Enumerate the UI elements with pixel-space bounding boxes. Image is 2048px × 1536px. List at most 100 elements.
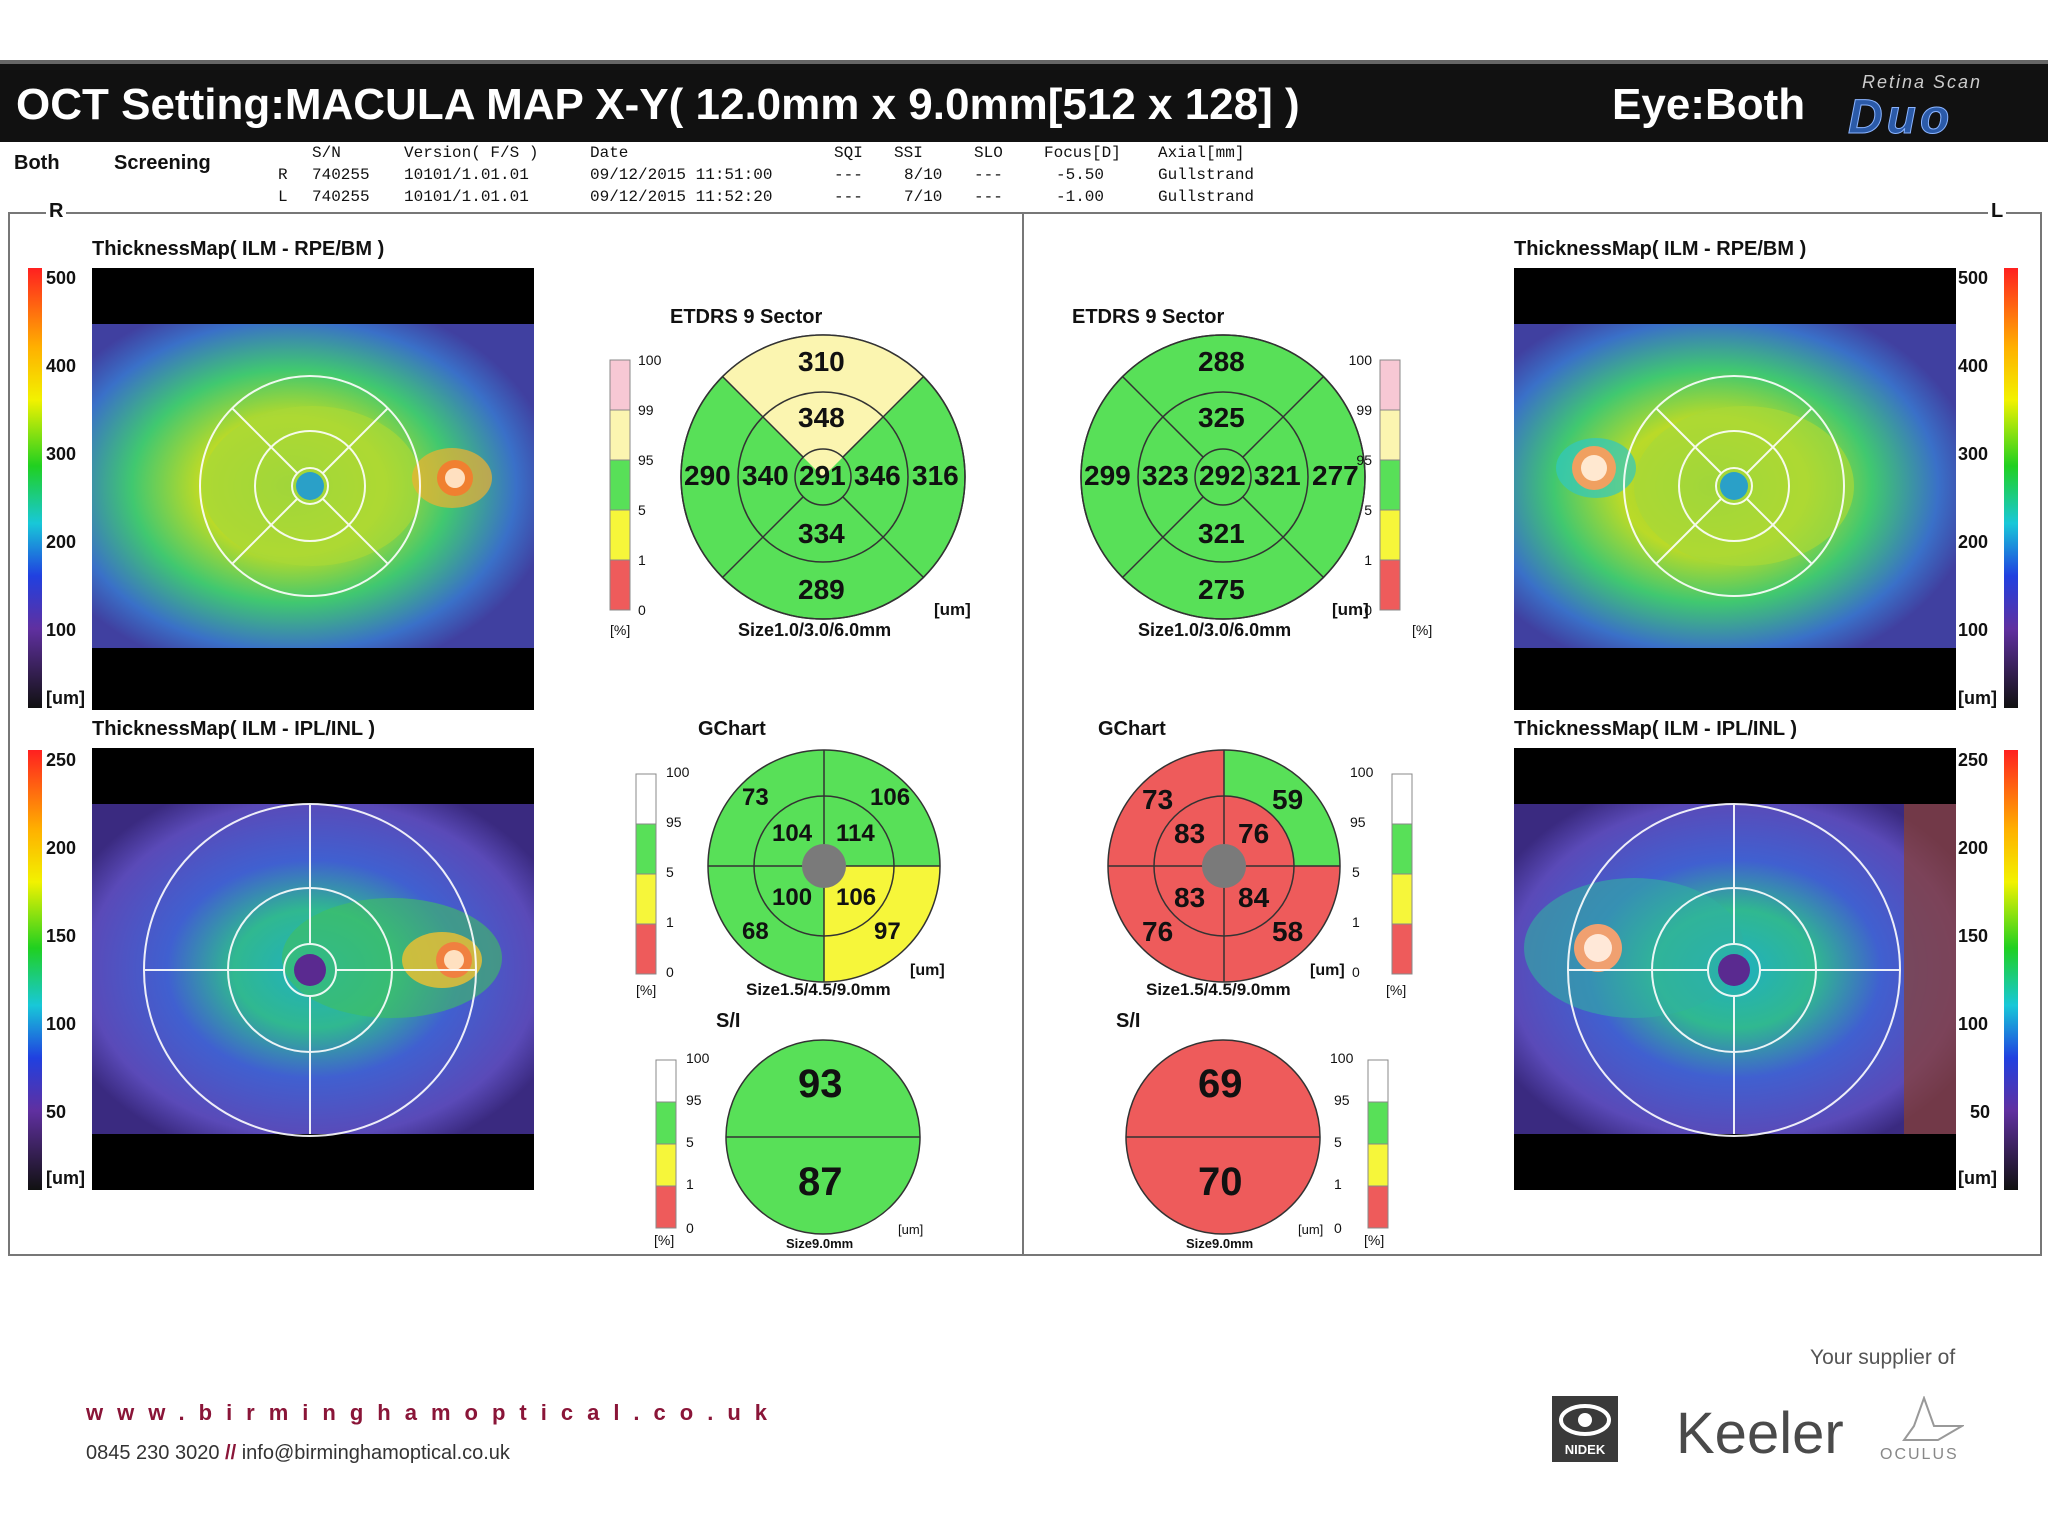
gchart-outer-bl: 76 bbox=[1142, 916, 1174, 947]
scale-tick: 250 bbox=[1958, 750, 1989, 770]
pct-unit: [%] bbox=[1364, 1232, 1385, 1248]
col-axial: Axial[mm] bbox=[1158, 144, 1245, 162]
gchart-outer-tr: 59 bbox=[1272, 784, 1304, 815]
gchart-unit: [um] bbox=[1310, 962, 1345, 979]
percentile-scale-bar bbox=[655, 1059, 677, 1229]
pct-tick: 0 bbox=[686, 1220, 694, 1236]
col-sn: S/N bbox=[312, 144, 341, 162]
col-focus: Focus[D] bbox=[1044, 144, 1121, 162]
etdrs-sup-inner: 325 bbox=[1198, 402, 1245, 433]
row-version: 10101/1.01.01 bbox=[404, 166, 529, 184]
gchart-r bbox=[707, 749, 941, 983]
etdrs-nasal-inner: 321 bbox=[1254, 460, 1301, 491]
center-divider bbox=[1022, 212, 1024, 1256]
scale-unit: [um] bbox=[46, 1168, 85, 1188]
pct-tick: 1 bbox=[638, 552, 646, 568]
pct-unit: [%] bbox=[636, 982, 657, 998]
email-link[interactable]: info@birminghamoptical.co.uk bbox=[241, 1442, 510, 1464]
scale-tick: 200 bbox=[46, 532, 77, 552]
page-title: OCT Setting:MACULA MAP X-Y( 12.0mm x 9.0… bbox=[16, 80, 1300, 129]
pct-tick: 95 bbox=[666, 814, 682, 830]
scale-unit: [um] bbox=[46, 688, 85, 708]
pct-tick: 95 bbox=[1334, 1092, 1350, 1108]
pct-tick: 99 bbox=[638, 402, 654, 418]
pct-tick: 95 bbox=[686, 1092, 702, 1108]
etdrs-temporal-inner: 346 bbox=[854, 460, 901, 491]
pct-unit: [%] bbox=[1412, 622, 1433, 638]
thickness-map-top-label: ThicknessMap( ILM - RPE/BM ) bbox=[92, 238, 385, 260]
row-eye: L bbox=[278, 188, 288, 206]
pct-tick: 0 bbox=[638, 602, 646, 618]
col-ssi: SSI bbox=[894, 144, 923, 162]
si-title: S/I bbox=[1116, 1010, 1141, 1032]
contact-separator: // bbox=[225, 1442, 237, 1464]
pct-tick: 5 bbox=[686, 1134, 694, 1150]
oculus-label: OCULUS bbox=[1880, 1446, 1959, 1463]
pct-tick: 0 bbox=[1352, 964, 1360, 980]
color-scale-bar bbox=[2004, 268, 2018, 708]
scale-unit: [um] bbox=[1958, 688, 1997, 708]
contact-line: 0845 230 3020 // info@birminghamoptical.… bbox=[86, 1442, 510, 1465]
oculus-star-icon bbox=[1902, 1396, 1964, 1441]
website-link[interactable]: www.birminghamoptical.co.uk bbox=[86, 1400, 782, 1425]
left-eye-marker: L bbox=[1988, 200, 2007, 223]
row-slo: --- bbox=[974, 166, 1003, 184]
si-size: Size9.0mm bbox=[786, 1236, 854, 1251]
scale-tick: 400 bbox=[1958, 356, 1989, 376]
pct-tick: 99 bbox=[1356, 402, 1372, 418]
thickness-map-ipl-r bbox=[92, 748, 534, 1190]
etdrs-inf-inner: 321 bbox=[1198, 518, 1245, 549]
etdrs-values-l: 288 325 299 323 292 321 277 321 275 bbox=[1078, 332, 1368, 622]
scale-tick: 100 bbox=[1958, 1014, 1989, 1034]
si-size: Size9.0mm bbox=[1186, 1236, 1254, 1251]
mode-label: Both bbox=[14, 152, 60, 174]
row-axial: Gullstrand bbox=[1158, 166, 1255, 184]
etdrs-sup-outer: 288 bbox=[1198, 346, 1245, 377]
row-date: 09/12/2015 11:52:20 bbox=[590, 188, 773, 206]
supplier-text: Your supplier of bbox=[1810, 1346, 1956, 1369]
thickness-map-bottom-label: ThicknessMap( ILM - IPL/INL ) bbox=[1514, 718, 1797, 740]
scale-tick: 150 bbox=[46, 926, 77, 946]
row-eye: R bbox=[278, 166, 288, 184]
row-focus: -1.00 bbox=[1056, 188, 1105, 206]
etdrs-title: ETDRS 9 Sector bbox=[670, 306, 823, 328]
scan-type-label: Screening bbox=[114, 152, 211, 174]
etdrs-unit: [um] bbox=[1332, 600, 1369, 619]
col-version: Version( F/S ) bbox=[404, 144, 539, 162]
pct-tick: 5 bbox=[1334, 1134, 1342, 1150]
pct-tick: 95 bbox=[1350, 814, 1366, 830]
percentile-scale-bar bbox=[1379, 359, 1401, 611]
pct-tick: 100 bbox=[1350, 764, 1374, 780]
etdrs-unit: [um] bbox=[934, 600, 971, 619]
pct-tick: 100 bbox=[686, 1050, 710, 1066]
pct-tick: 100 bbox=[1330, 1050, 1354, 1066]
percentile-scale-bar bbox=[609, 359, 631, 611]
si-unit: [um] bbox=[1298, 1222, 1324, 1237]
pct-tick: 1 bbox=[686, 1176, 694, 1192]
scale-tick: 200 bbox=[1958, 532, 1989, 552]
etdrs-size: Size1.0/3.0/6.0mm bbox=[738, 620, 892, 640]
row-sn: 740255 bbox=[312, 166, 370, 184]
gchart-inner-bl: 83 bbox=[1174, 882, 1206, 913]
duo-logo: Duo bbox=[1847, 91, 1954, 145]
etdrs-nasal-inner: 340 bbox=[742, 460, 789, 491]
etdrs-nasal-outer: 290 bbox=[684, 460, 731, 491]
etdrs-center: 291 bbox=[799, 460, 846, 491]
keeler-logo: Keeler bbox=[1676, 1401, 1844, 1466]
gchart-values-l: 73 59 83 76 83 84 76 58 bbox=[1106, 748, 1342, 984]
scale-tick: 300 bbox=[1958, 444, 1989, 464]
color-scale-bar bbox=[28, 750, 42, 1190]
scale-tick: 50 bbox=[1970, 1102, 1991, 1122]
pct-tick: 100 bbox=[666, 764, 690, 780]
pct-tick: 1 bbox=[1352, 914, 1360, 930]
color-scale-bar bbox=[28, 268, 42, 708]
percentile-scale-bar bbox=[1391, 773, 1413, 975]
right-eye-marker: R bbox=[46, 200, 67, 223]
gchart-inner-tr: 114 bbox=[836, 820, 875, 847]
pct-unit: [%] bbox=[654, 1232, 675, 1248]
scale-tick: 300 bbox=[46, 444, 77, 464]
scale-tick: 100 bbox=[46, 620, 77, 640]
scale-tick: 100 bbox=[1958, 620, 1989, 640]
col-date: Date bbox=[590, 144, 629, 162]
si-chart-l bbox=[1125, 1039, 1321, 1235]
